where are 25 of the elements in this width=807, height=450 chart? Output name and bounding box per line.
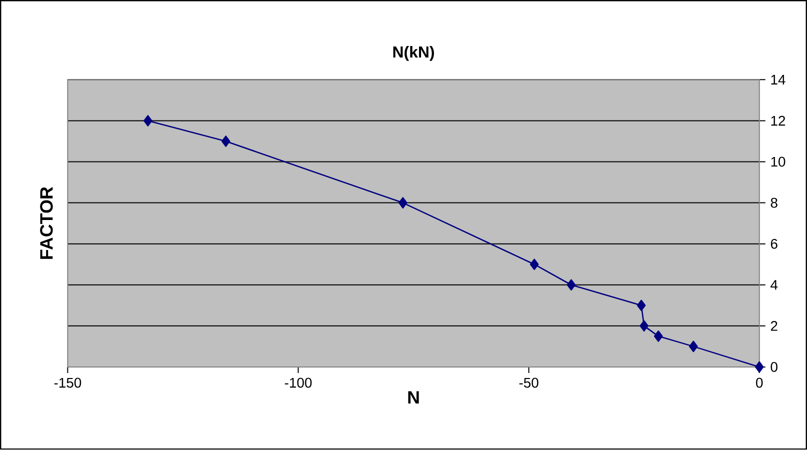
y-tick-label: 0: [770, 362, 778, 372]
point: [530, 258, 539, 270]
x-tick-label: -150: [54, 378, 82, 388]
y-tick-label: 12: [771, 116, 786, 126]
y-tick-label: 6: [770, 239, 778, 249]
point: [221, 136, 230, 148]
x-tick-label: 0: [756, 378, 763, 388]
point: [640, 320, 648, 332]
x-axis-title: N: [408, 391, 419, 404]
point: [636, 300, 646, 312]
point: [144, 115, 152, 127]
y-tick-label: 4: [770, 280, 778, 290]
y-tick-label: 2: [770, 321, 778, 331]
x-tick-label: -100: [284, 378, 312, 388]
x-tick-label: -50: [519, 378, 538, 388]
point: [689, 340, 698, 352]
y-tick-label: 8: [770, 198, 778, 208]
chart-title: N(kN): [393, 46, 434, 62]
point: [398, 197, 408, 209]
point: [566, 279, 576, 291]
y-tick-label: 14: [771, 75, 786, 85]
y-tick-label: 10: [771, 156, 786, 167]
point: [754, 361, 764, 373]
y-axis-title: FACTOR: [40, 187, 53, 260]
point: [654, 330, 663, 342]
